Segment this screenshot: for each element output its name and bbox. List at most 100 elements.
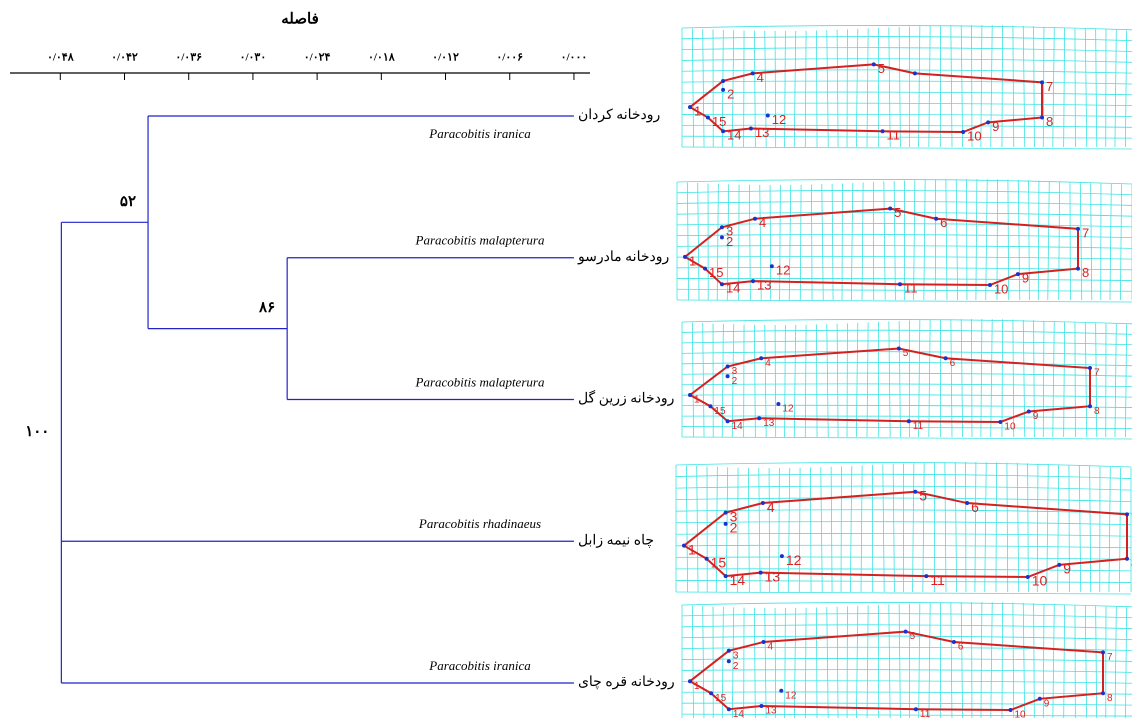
landmark <box>1040 116 1044 120</box>
landmark-label: 4 <box>757 70 764 85</box>
grid-line <box>785 325 786 437</box>
grid-line <box>1125 324 1126 437</box>
grid-line <box>893 464 894 592</box>
grid-line <box>1017 463 1018 592</box>
landmark-label: 10 <box>1004 422 1016 433</box>
landmark-label: 13 <box>765 568 781 584</box>
landmark-label: 14 <box>733 709 745 718</box>
landmark <box>1016 272 1020 276</box>
landmark-label: 11 <box>930 572 945 588</box>
landmark <box>759 571 763 575</box>
landmark <box>709 691 713 695</box>
grid-line <box>794 608 796 718</box>
species-label: Paracobitis iranica <box>428 126 531 141</box>
landmark-label: 11 <box>913 421 924 432</box>
landmark <box>766 113 770 117</box>
grid-line <box>883 464 884 592</box>
grid-line <box>682 125 1132 127</box>
grid-line <box>923 463 924 592</box>
landmark-label: 9 <box>1044 698 1050 709</box>
grid-line <box>856 606 857 718</box>
landmark-label: 12 <box>772 112 786 127</box>
landmark-label: 9 <box>1063 561 1071 577</box>
grid-line <box>913 463 914 592</box>
x-tick-label: ۰/۰۲۴ <box>304 52 331 64</box>
landmark-label: 5 <box>903 348 909 359</box>
grid-line <box>703 29 704 147</box>
grid-line <box>794 325 796 437</box>
landmark <box>726 365 730 369</box>
x-tick-label: ۰/۰۳۰ <box>240 52 267 64</box>
landmark-label: 9 <box>992 119 999 134</box>
grid-line <box>867 605 868 718</box>
grid-line <box>951 602 952 718</box>
grid-line <box>785 608 786 718</box>
grid-line <box>682 703 1132 705</box>
grid-line <box>686 465 687 592</box>
landmark <box>1088 404 1092 408</box>
landmark-label: 12 <box>785 690 797 701</box>
landmark <box>780 554 784 558</box>
x-tick-label: ۰/۰۰۰ <box>561 52 588 64</box>
x-tick-label: ۰/۰۱۸ <box>368 52 395 64</box>
grid-line <box>1058 465 1059 592</box>
grid-line <box>961 602 962 718</box>
grid-line <box>682 714 1132 716</box>
grid-line <box>1023 26 1024 147</box>
landmark-label: 2 <box>727 86 734 101</box>
landmark <box>965 501 969 505</box>
grid-line <box>889 321 890 437</box>
grid-line <box>961 25 962 147</box>
landmark-label: 2 <box>732 376 738 387</box>
landmark <box>724 574 728 578</box>
grid-line <box>717 184 718 300</box>
grid-line <box>682 103 1132 106</box>
landmark-label: 9 <box>1022 271 1029 286</box>
grid-line <box>1059 182 1060 300</box>
landmark-label: 7 <box>1094 368 1100 379</box>
landmark <box>881 129 885 133</box>
grid-line <box>1115 324 1116 437</box>
landmark-label: 1 <box>688 541 696 557</box>
landmark <box>759 356 763 360</box>
landmark-label: 6 <box>958 642 964 653</box>
grid-line <box>837 607 838 718</box>
landmark-label: 8 <box>1082 265 1089 280</box>
grid-line <box>682 681 1132 684</box>
landmark <box>706 116 710 120</box>
grid-line <box>1034 26 1035 147</box>
grid-line <box>692 28 693 147</box>
grid-line <box>816 607 817 718</box>
landmark-label: 1 <box>694 104 701 119</box>
landmark <box>727 649 731 653</box>
axis-title: فاصله <box>281 11 319 27</box>
grid-line <box>703 606 704 718</box>
landmark <box>703 267 707 271</box>
grid-line <box>1018 180 1019 300</box>
grid-line <box>1064 28 1065 147</box>
grid-line <box>682 114 1132 116</box>
landmark <box>898 282 902 286</box>
landmark-label: 13 <box>765 706 777 717</box>
landmark <box>688 679 692 683</box>
grid-line <box>682 692 1132 694</box>
grid-line <box>861 465 862 592</box>
grid-line <box>1109 467 1110 592</box>
grid-line <box>986 179 987 300</box>
grid-line <box>1038 181 1039 300</box>
grid-line <box>1079 466 1080 592</box>
grid-line <box>1096 29 1097 147</box>
landmark <box>724 511 728 515</box>
grid-line <box>889 604 890 718</box>
landmark-label: 5 <box>919 487 927 503</box>
landmark-label: 10 <box>967 128 981 143</box>
grid-line <box>955 462 956 592</box>
grid-line <box>1023 320 1024 437</box>
grid-line <box>946 179 947 300</box>
landmark <box>749 127 753 131</box>
grid-line <box>775 608 776 718</box>
landmark <box>726 419 730 423</box>
grid-line <box>1119 467 1120 592</box>
species-label: Paracobitis rhadinaeus <box>418 516 541 531</box>
grid-line <box>1002 25 1003 147</box>
